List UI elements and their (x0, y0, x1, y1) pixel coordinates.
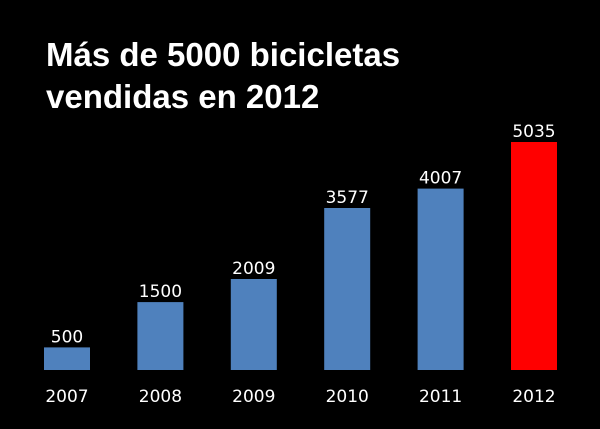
chart-title: Más de 5000 bicicletas vendidas en 2012 (46, 34, 566, 118)
x-tick-label-2010: 2010 (326, 387, 369, 407)
bar-2011 (417, 188, 464, 370)
bar-2009 (230, 279, 277, 370)
x-tick-label-2008: 2008 (139, 387, 182, 407)
x-tick-label-2007: 2007 (45, 387, 88, 407)
bar-2012 (511, 142, 557, 370)
bar-2007 (44, 347, 90, 370)
bar-2010 (324, 208, 371, 370)
x-tick-label-2012: 2012 (512, 387, 555, 407)
data-label-2007: 500 (51, 327, 83, 347)
x-tick-label-2011: 2011 (419, 387, 462, 407)
bar-2008 (137, 302, 184, 370)
data-label-2008: 1500 (139, 282, 182, 302)
chart-title-line-1: Más de 5000 bicicletas (46, 36, 401, 73)
data-label-2012: 5035 (512, 122, 555, 142)
x-tick-label-2009: 2009 (232, 387, 275, 407)
data-label-2011: 4007 (419, 169, 462, 189)
chart-title-line-2: vendidas en 2012 (46, 78, 320, 115)
data-label-2010: 3577 (326, 188, 369, 208)
data-label-2009: 2009 (232, 259, 275, 279)
